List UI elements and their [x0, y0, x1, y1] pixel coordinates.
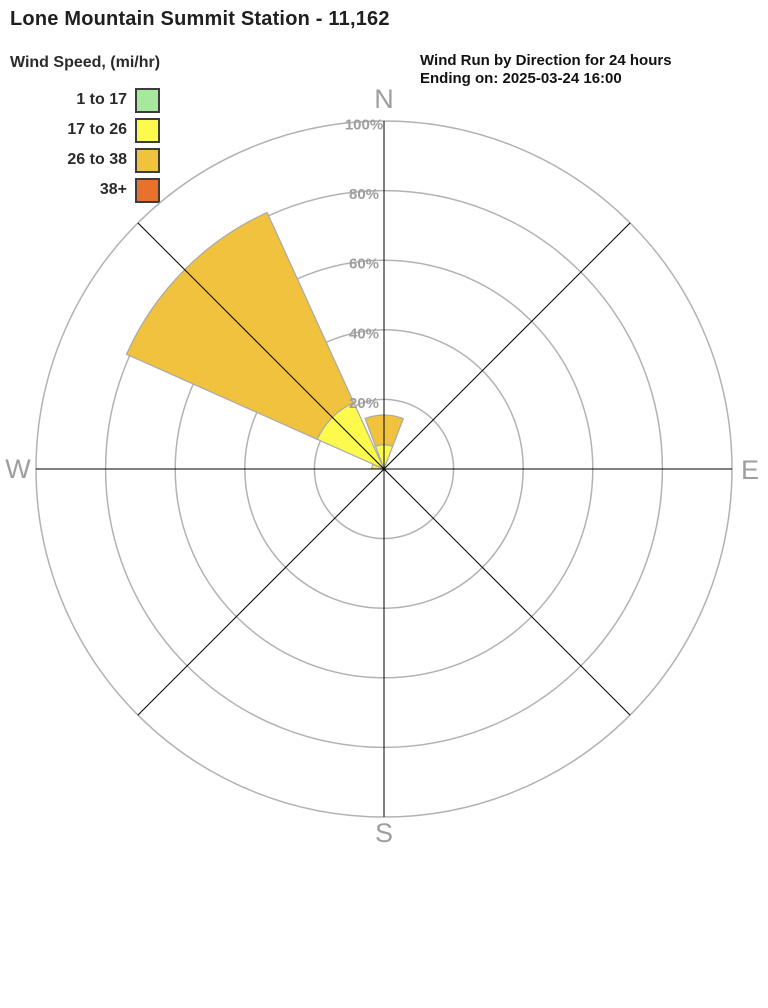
wind-speed-legend: Wind Speed, (mi/hr) 1 to 17 17 to 26 26 … — [10, 54, 160, 205]
chart-title: Wind Run by Direction for 24 hours — [420, 52, 672, 69]
legend-item: 38+ — [10, 175, 160, 205]
spoke-135deg — [137, 222, 631, 716]
legend-rows: 1 to 17 17 to 26 26 to 38 38+ — [10, 85, 160, 205]
ring-label-80: 80% — [349, 186, 379, 203]
legend-item: 17 to 26 — [10, 115, 160, 145]
legend-item-label: 26 to 38 — [67, 151, 127, 168]
chart-header: Wind Run by Direction for 24 hours Endin… — [420, 52, 672, 88]
compass-label-N: N — [374, 84, 394, 114]
page-title: Lone Mountain Summit Station - 11,162 — [10, 8, 390, 30]
legend-item: 26 to 38 — [10, 145, 160, 175]
ring-label-60: 60% — [349, 256, 379, 273]
legend-item-label: 1 to 17 — [76, 91, 127, 108]
legend-title: Wind Speed, (mi/hr) — [10, 54, 161, 71]
ring-label-100: 100% — [345, 117, 383, 134]
legend-swatch-yellow — [135, 117, 160, 143]
chart-ending-on: Ending on: 2025-03-24 16:00 — [420, 70, 622, 87]
legend-item: 1 to 17 — [10, 85, 160, 115]
legend-item-label: 17 to 26 — [67, 121, 127, 138]
legend-swatch-gold — [135, 147, 160, 173]
legend-swatch-orange — [135, 177, 160, 203]
compass-label-S: S — [375, 818, 393, 848]
ring-label-40: 40% — [349, 325, 379, 342]
compass-label-E: E — [741, 455, 759, 485]
compass-label-W: W — [5, 454, 31, 484]
ring-label-20: 20% — [349, 395, 379, 412]
legend-swatch-green — [135, 87, 160, 113]
legend-item-label: 38+ — [99, 181, 127, 198]
